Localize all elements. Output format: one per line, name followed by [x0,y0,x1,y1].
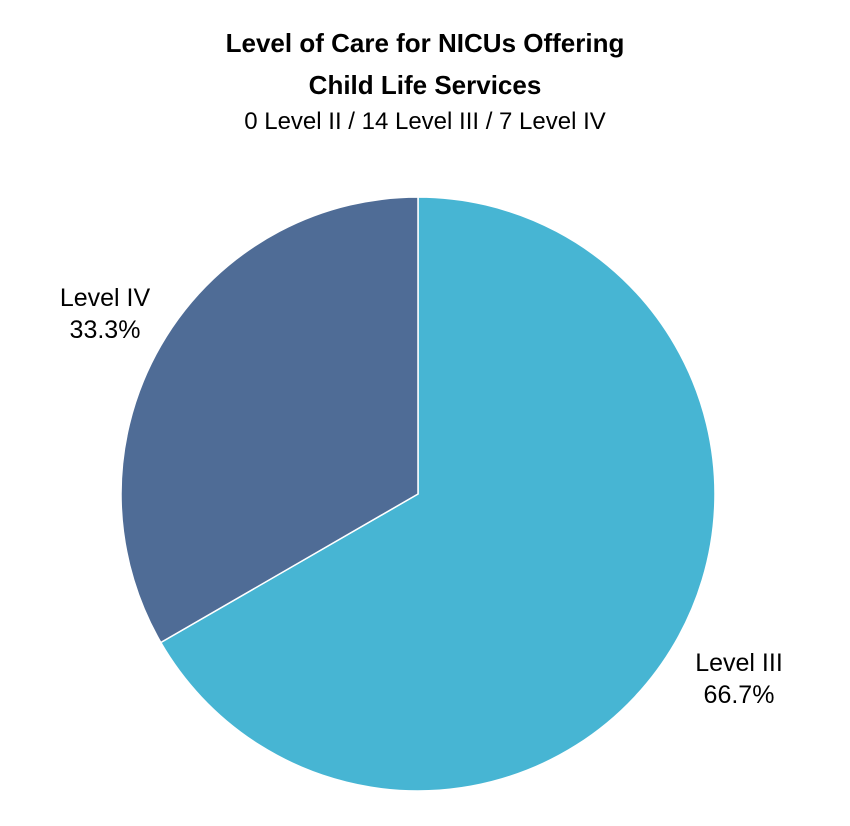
slice-name: Level III [695,649,783,677]
slice-name: Level IV [59,284,151,312]
slice-label-level-iv: Level IV 33.3% [30,282,180,346]
slice-percent: 66.7% [703,681,775,709]
slice-percent: 33.3% [69,316,141,344]
chart-subtitle: 0 Level II / 14 Level III / 7 Level IV [244,108,606,135]
pie-slice-level-iii [159,196,716,792]
slice-label-level-iii: Level III 66.7% [664,647,814,711]
chart-title-line-2: Child Life Services [308,70,542,100]
chart-title-line-1: Level of Care for NICUs Offering [225,28,625,58]
pie-slice-level-iv [120,196,419,644]
